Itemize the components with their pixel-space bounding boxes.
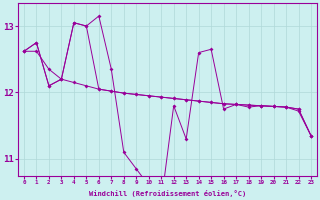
X-axis label: Windchill (Refroidissement éolien,°C): Windchill (Refroidissement éolien,°C) xyxy=(89,190,246,197)
